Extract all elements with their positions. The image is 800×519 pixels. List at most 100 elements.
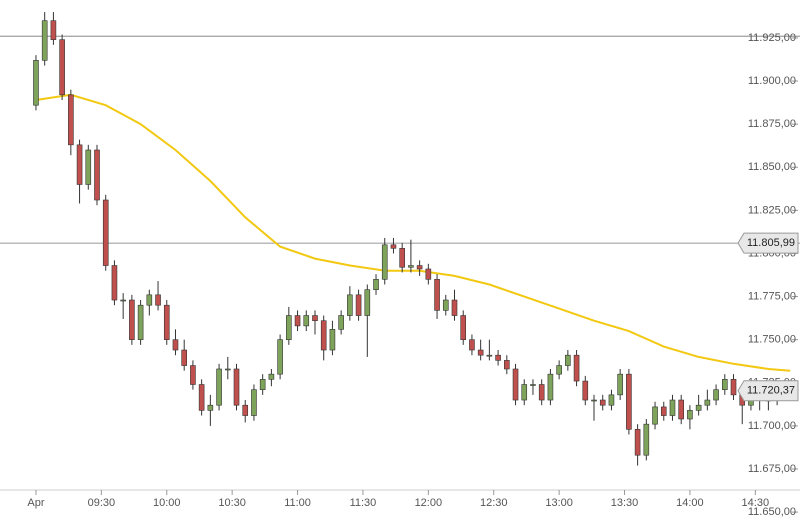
candle-body: [33, 60, 39, 106]
candle-body: [434, 279, 440, 311]
candle-body: [120, 299, 126, 302]
candle-body: [730, 379, 737, 396]
candle-body: [643, 423, 650, 456]
x-tick-label: 12:30: [480, 497, 508, 509]
candle-body: [286, 315, 292, 340]
level-label: 11.805,99: [747, 237, 795, 249]
x-tick-label: 11:30: [350, 497, 377, 509]
candle-body: [565, 354, 571, 366]
x-tick-label: 14:30: [742, 497, 770, 509]
candle-body: [660, 406, 667, 416]
candle-body: [68, 94, 74, 146]
candle-body: [477, 349, 484, 356]
candle-body: [137, 304, 144, 340]
candle-body: [504, 360, 510, 370]
candle-body: [268, 373, 275, 380]
candle-body: [364, 289, 371, 316]
candle-body: [76, 144, 83, 185]
x-tick-label: 12:00: [415, 497, 443, 509]
last-price-label: 11.720,37: [747, 385, 795, 397]
candle-body: [320, 320, 327, 351]
candle-body: [626, 373, 632, 430]
candle-body: [634, 429, 641, 456]
y-tick-label: 11.675,00: [748, 463, 796, 475]
candle-body: [591, 399, 597, 402]
candle-body: [721, 379, 728, 390]
candle-body: [399, 247, 405, 268]
candle-body: [233, 368, 240, 406]
candle-body: [425, 268, 432, 280]
candle-body: [94, 149, 100, 201]
candle-body: [547, 373, 554, 401]
y-tick-label: 11.825,00: [748, 204, 796, 216]
candle-body: [390, 244, 397, 249]
y-tick-label: 11.750,00: [748, 334, 796, 346]
candle-body: [442, 299, 449, 311]
candle-body: [713, 389, 719, 401]
candle-body: [251, 389, 257, 416]
y-tick-label: 11.925,00: [748, 32, 796, 44]
x-tick-label: 13:30: [611, 497, 639, 509]
candle-body: [242, 404, 249, 416]
candle-body: [294, 315, 301, 327]
candle-body: [687, 410, 693, 420]
candle-body: [329, 329, 336, 351]
candle-body: [146, 294, 153, 306]
y-tick-label: 11.700,00: [748, 420, 796, 432]
x-tick-label: 13:00: [545, 497, 573, 509]
y-tick-label: 11.900,00: [748, 75, 796, 87]
candle-body: [495, 354, 501, 361]
candle-body: [347, 294, 353, 316]
y-tick-label: 11.875,00: [748, 118, 796, 130]
candle-body: [224, 368, 231, 371]
candle-body: [451, 299, 458, 316]
candle-body: [129, 299, 135, 340]
candle-body: [669, 399, 676, 416]
candle-body: [573, 354, 580, 382]
candle-body: [530, 384, 536, 386]
candle-body: [181, 349, 187, 366]
x-tick-label: 09:30: [88, 497, 116, 509]
candle-body: [198, 384, 205, 411]
candle-body: [312, 315, 318, 322]
candle-body: [338, 315, 344, 330]
candle-body: [163, 304, 170, 340]
candle-body: [381, 244, 388, 280]
candle-body: [190, 365, 196, 385]
candle-body: [652, 406, 658, 425]
candle-body: [608, 394, 615, 406]
last-price-box: [737, 380, 799, 402]
x-tick-label: 14:00: [676, 497, 704, 509]
candle-body: [582, 380, 589, 401]
candle-body: [416, 265, 423, 270]
candle-body: [259, 379, 266, 390]
x-tick-label: 10:00: [153, 497, 181, 509]
candle-body: [599, 399, 606, 406]
candle-body: [512, 368, 519, 401]
candle-body: [111, 265, 118, 301]
candle-body: [155, 294, 161, 306]
x-tick-label: 10:30: [218, 497, 246, 509]
candle-body: [102, 199, 109, 266]
candle-body: [277, 339, 283, 375]
y-tick-label: 11.775,00: [748, 290, 796, 302]
candle-body: [303, 315, 310, 327]
candle-body: [408, 265, 414, 268]
candle-body: [50, 20, 57, 40]
candle-body: [373, 279, 379, 290]
candle-body: [460, 315, 467, 340]
candle-body: [207, 404, 214, 411]
candle-body: [556, 365, 562, 375]
x-tick-label: Apr: [27, 497, 44, 509]
y-tick-label: 11.650,00: [748, 506, 796, 518]
candle-body: [704, 399, 711, 406]
candle-body: [521, 384, 528, 401]
candle-body: [678, 399, 684, 420]
level-box: [737, 232, 799, 254]
candle-body: [85, 149, 92, 185]
candle-body: [172, 339, 179, 351]
x-tick-label: 11:00: [284, 497, 311, 509]
candle-body: [469, 339, 475, 351]
candle-body: [216, 368, 222, 406]
